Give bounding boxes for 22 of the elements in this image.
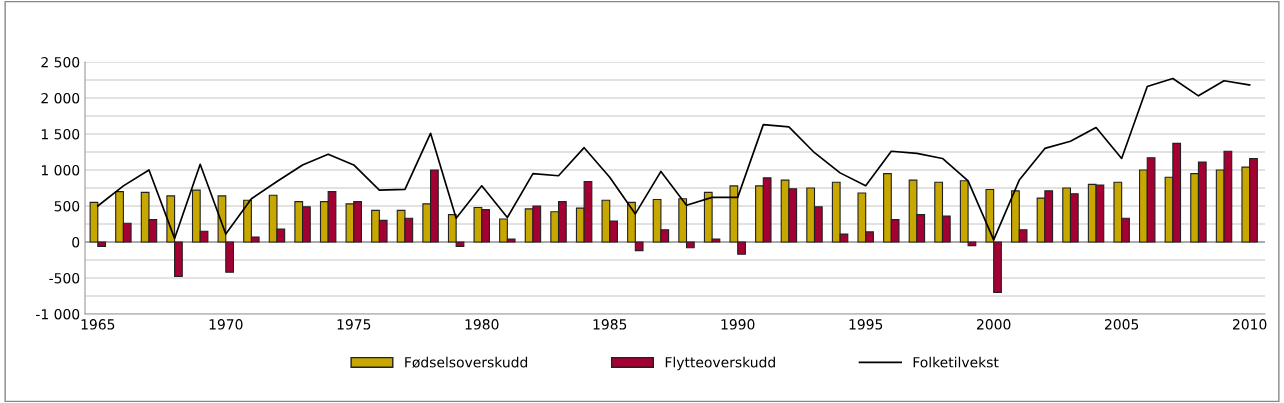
y-tick-label: 0 (72, 236, 80, 248)
x-tick-label: 2010 (1232, 319, 1267, 330)
x-tick-label: 2000 (977, 319, 1011, 330)
y-tick-label: 500 (54, 200, 80, 212)
y-tick-label: 1 000 (41, 164, 80, 176)
x-tick-label: 2005 (1105, 319, 1139, 330)
y-tick-label: 2 000 (41, 92, 80, 104)
x-tick-label: 1995 (849, 319, 883, 330)
x-tick-label: 1970 (209, 319, 243, 330)
x-tick-label: 1985 (593, 319, 627, 330)
y-tick-label: -500 (49, 272, 80, 284)
y-tick-label: 2 500 (41, 56, 80, 68)
y-tick-label: -1 000 (36, 308, 80, 320)
x-tick-label: 1975 (337, 319, 371, 330)
x-tick-label: 1980 (465, 319, 499, 330)
legend-label: Folketilvekst (913, 356, 999, 368)
x-tick-label: 1965 (81, 319, 115, 330)
line-series (96, 77, 1251, 241)
x-tick-label: 1990 (721, 319, 755, 330)
y-tick-label: 1 500 (41, 128, 80, 140)
legend-label: Fødselsoverskudd (405, 356, 528, 368)
legend-label: Flytteoverskudd (665, 356, 775, 371)
